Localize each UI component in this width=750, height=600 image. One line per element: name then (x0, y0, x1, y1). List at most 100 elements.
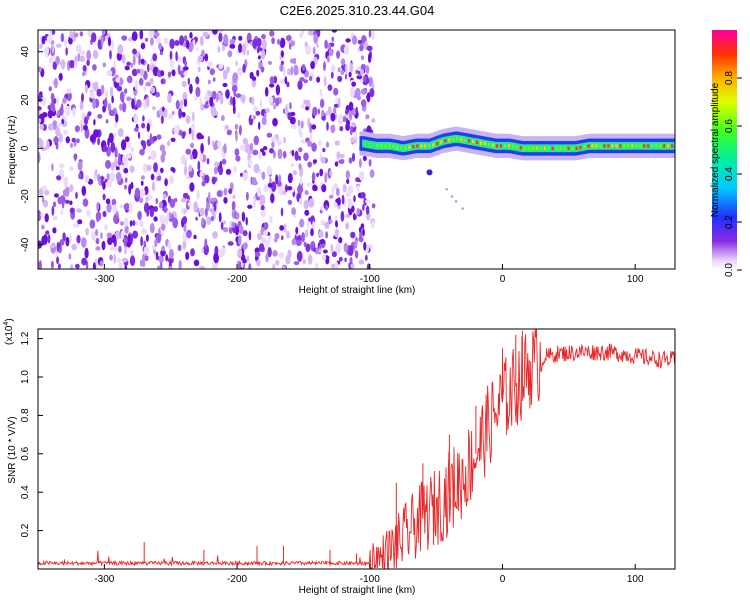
signal-peak (503, 144, 506, 148)
noise-blob (108, 132, 114, 144)
noise-blob (341, 64, 345, 70)
noise-blob (56, 122, 62, 127)
noise-blob (124, 249, 127, 255)
noise-blob (191, 129, 195, 141)
noise-blob (65, 236, 70, 247)
noise-blob (69, 200, 73, 206)
noise-blob (309, 75, 313, 82)
noise-blob (371, 220, 375, 229)
noise-blob (39, 124, 44, 130)
noise-blob (41, 35, 46, 45)
signal-band-inner (609, 142, 612, 150)
noise-blob (124, 88, 128, 94)
signal-band-inner (478, 139, 481, 147)
noise-blob (55, 126, 61, 137)
noise-blob (237, 66, 243, 76)
signal-peak (491, 143, 495, 147)
noise-blob (258, 169, 262, 175)
noise-blob (160, 249, 166, 257)
noise-blob (201, 49, 205, 57)
signal-peak (428, 144, 431, 148)
noise-blob (89, 219, 96, 229)
signal-band-inner (368, 140, 372, 149)
noise-blob (367, 53, 372, 63)
noise-blob (131, 31, 138, 41)
noise-blob (167, 93, 172, 104)
spectrogram-y-label: Frequency (Hz) (7, 116, 18, 185)
noise-blob (164, 215, 169, 225)
x-tick-label: 0 (500, 574, 506, 585)
noise-blob (151, 181, 156, 192)
signal-peak (563, 146, 566, 150)
signal-peak (671, 144, 674, 148)
noise-blob (356, 75, 363, 80)
noise-blob (182, 231, 187, 243)
noise-blob (326, 55, 330, 63)
noise-blob (326, 121, 329, 131)
noise-blob (279, 55, 282, 61)
noise-blob (330, 124, 336, 134)
noise-blob (341, 194, 345, 205)
noise-blob (171, 69, 176, 77)
noise-blob (289, 42, 292, 50)
noise-blob (138, 197, 144, 203)
noise-blob (99, 260, 104, 267)
y-tick-label: 40 (20, 46, 31, 58)
noise-blob (200, 142, 204, 154)
noise-blob (126, 61, 131, 66)
noise-blob (95, 237, 100, 245)
noise-blob (109, 246, 115, 251)
noise-blob (124, 265, 128, 269)
snr-x-label: Height of straight line (km) (299, 585, 416, 596)
signal-band-inner (449, 135, 453, 144)
signal-band-inner (664, 142, 668, 150)
noise-blob (71, 137, 76, 143)
noise-blob (185, 148, 192, 155)
noise-blob (349, 257, 353, 264)
snr-scale-label: (x104) (3, 318, 15, 345)
noise-blob (241, 43, 247, 55)
signal-peak (400, 146, 403, 150)
noise-blob (119, 103, 122, 111)
noise-blob (123, 217, 129, 227)
x-tick-label: -100 (360, 574, 380, 585)
noise-blob (320, 98, 325, 109)
noise-blob (263, 112, 267, 119)
noise-blob (121, 54, 126, 64)
noise-blob (102, 62, 107, 68)
signal-peak (404, 146, 407, 150)
noise-blob (104, 224, 109, 231)
noise-blob (232, 104, 236, 115)
noise-blob (325, 141, 330, 148)
noise-blob (253, 197, 256, 209)
noise-blob (56, 43, 62, 48)
noise-blob (348, 245, 354, 257)
noise-blob (328, 219, 333, 224)
noise-blob (40, 212, 43, 218)
noise-blob (43, 234, 48, 245)
signal-peak (663, 144, 666, 148)
noise-blob (189, 153, 194, 160)
noise-blob (349, 62, 354, 73)
noise-blob (38, 118, 42, 124)
noise-blob (249, 142, 254, 152)
noise-blob (81, 92, 84, 103)
noise-blob (263, 230, 268, 237)
noise-blob (166, 140, 171, 147)
noise-blob (242, 242, 248, 250)
noise-blob (41, 195, 45, 203)
noise-blob (234, 123, 239, 130)
noise-blob (111, 95, 114, 104)
noise-blob (44, 46, 50, 56)
noise-blob (108, 109, 115, 117)
x-tick-label: 100 (627, 574, 644, 585)
noise-blob (65, 136, 71, 144)
signal-band-inner (462, 136, 466, 144)
noise-blob (132, 48, 137, 55)
noise-blob (120, 221, 124, 226)
noise-blob (337, 75, 343, 83)
noise-blob (345, 109, 349, 115)
noise-blob (337, 114, 344, 125)
signal-blob (461, 207, 465, 210)
